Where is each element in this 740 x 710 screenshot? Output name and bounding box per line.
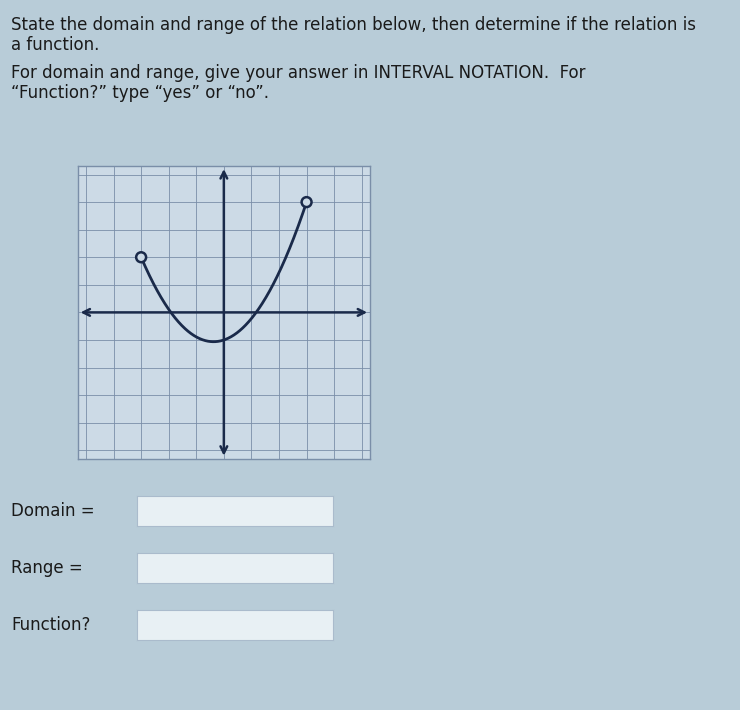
Circle shape bbox=[136, 252, 146, 262]
Text: “Function?” type “yes” or “no”.: “Function?” type “yes” or “no”. bbox=[11, 84, 269, 102]
Text: For domain and range, give your answer in INTERVAL NOTATION.  For: For domain and range, give your answer i… bbox=[11, 64, 585, 82]
Text: State the domain and range of the relation below, then determine if the relation: State the domain and range of the relati… bbox=[11, 16, 696, 33]
Circle shape bbox=[302, 197, 312, 207]
Text: Domain =: Domain = bbox=[11, 502, 95, 520]
Text: a function.: a function. bbox=[11, 36, 99, 53]
Text: Function?: Function? bbox=[11, 616, 90, 634]
Text: Range =: Range = bbox=[11, 559, 83, 577]
